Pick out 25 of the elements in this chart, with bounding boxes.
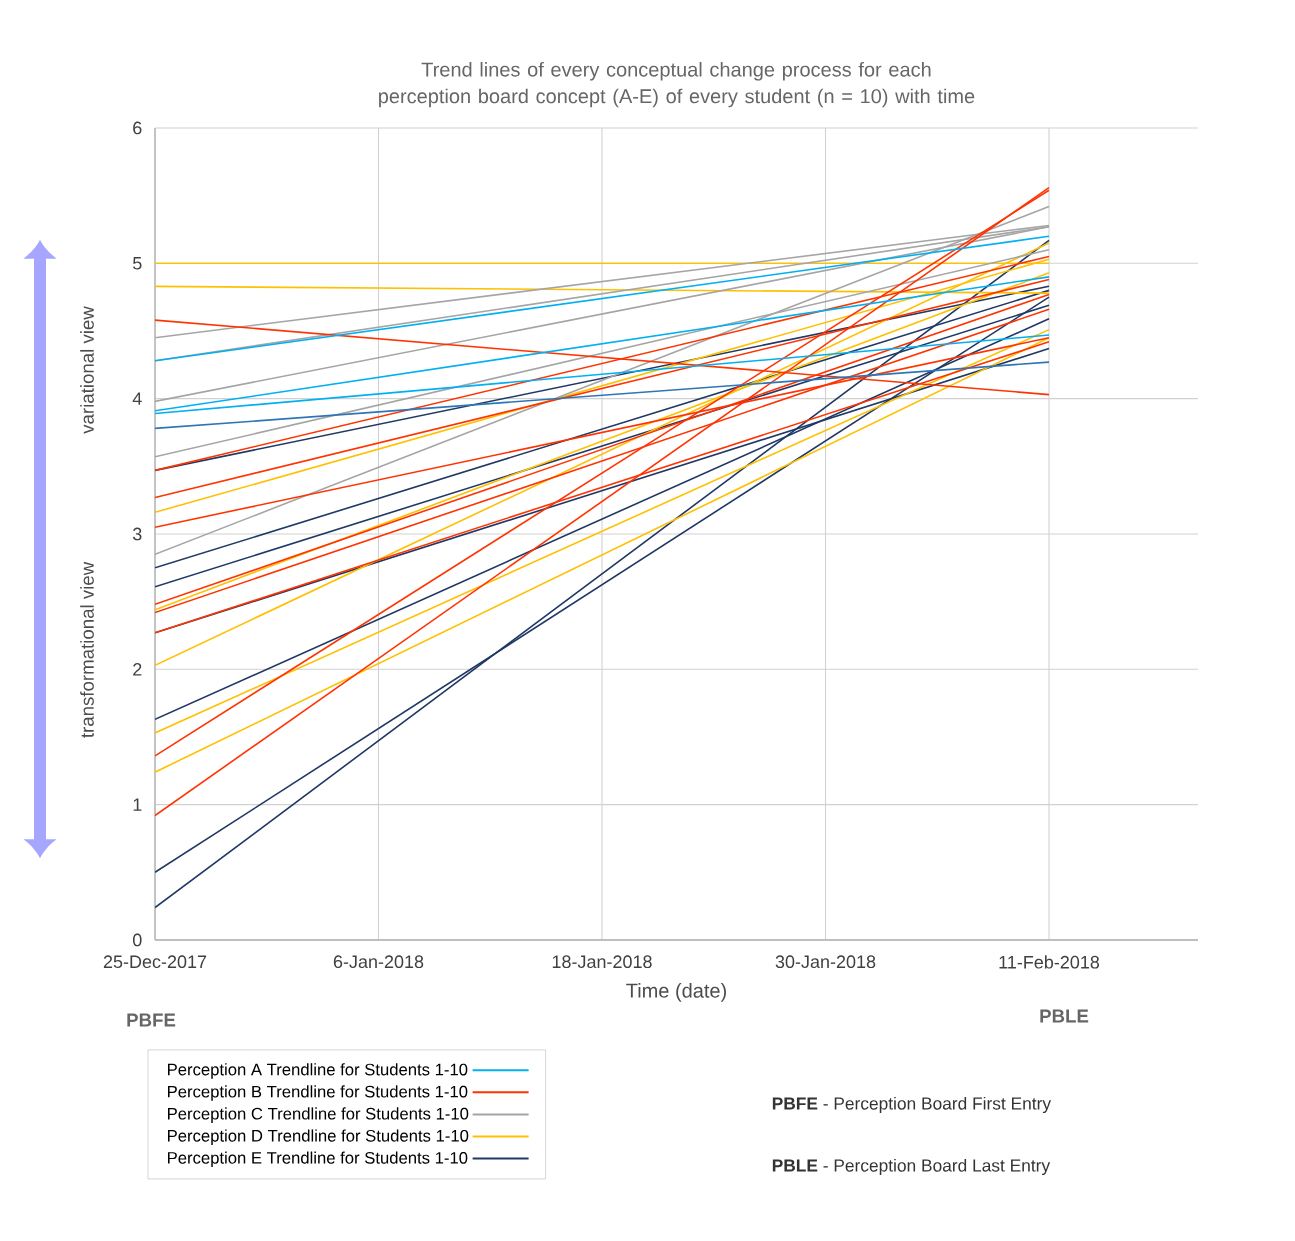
text: PBFE - Perception Board First Entry	[772, 1096, 1052, 1114]
legend-label: Perception E Trendline for Students 1-10	[167, 1151, 468, 1168]
legend-label: Perception C Trendline for Students 1-10	[167, 1107, 469, 1123]
y-tick-label: 3	[132, 527, 142, 541]
y-tick-label: 4	[132, 392, 142, 405]
y-tick-label: 6	[133, 121, 142, 135]
text: variational view	[80, 306, 94, 434]
legend-label: Perception D Trendline for Students 1-10	[167, 1129, 469, 1145]
y-tick-label: 1	[133, 798, 142, 811]
x-axis-title: Time (date)	[626, 983, 726, 1002]
x-tick-label: 11-Feb-2018	[999, 955, 1100, 969]
text: transformational view	[80, 561, 94, 738]
y-tick-label: 0	[133, 933, 142, 947]
legend-label: Perception A Trendline for Students 1-10	[167, 1063, 468, 1079]
x-tick-label: 25-Dec-2017	[103, 955, 207, 969]
y-tick-label: 2	[133, 663, 142, 676]
x-tick-label: 18-Jan-2018	[552, 955, 652, 969]
chart-title: Trend lines of every conceptual change process for each perception board concept (A-E) of every student (n = 10) with time	[379, 61, 975, 108]
y-tick-label: 5	[133, 257, 142, 270]
x-tick-label: 6-Jan-2018	[333, 955, 424, 969]
x-tick-label: 30-Jan-2018	[775, 955, 876, 969]
legend-label: Perception B Trendline for Students 1-10	[167, 1085, 468, 1101]
text: PBLE - Perception Board Last Entry	[772, 1158, 1051, 1176]
text: PBFE	[127, 1013, 176, 1027]
text: PBLE	[1040, 1009, 1089, 1023]
